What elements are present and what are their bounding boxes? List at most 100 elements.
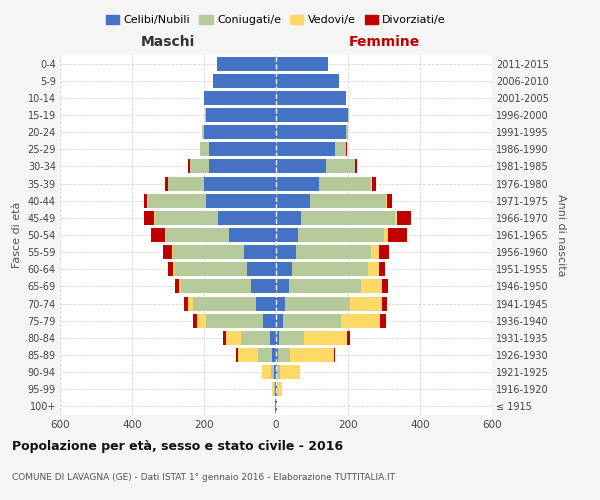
Bar: [173, 262, 175, 276]
Bar: [278, 382, 282, 396]
Bar: [276, 125, 346, 139]
Bar: [274, 382, 275, 396]
Bar: [205, 108, 206, 122]
Bar: [292, 262, 368, 276]
Bar: [165, 176, 167, 190]
Bar: [341, 314, 380, 328]
Bar: [395, 211, 397, 225]
Bar: [350, 296, 382, 310]
Bar: [304, 331, 347, 345]
Bar: [296, 245, 371, 259]
Bar: [372, 176, 376, 190]
Bar: [226, 331, 241, 345]
Bar: [319, 176, 371, 190]
Bar: [209, 160, 276, 173]
Bar: [355, 160, 357, 173]
Bar: [275, 400, 276, 413]
Bar: [276, 245, 296, 259]
Bar: [300, 365, 301, 379]
Bar: [188, 160, 190, 173]
Text: COMUNE DI LAVAGNA (GE) - Dati ISTAT 1° gennaio 2016 - Elaborazione TUTTITALIA.IT: COMUNE DI LAVAGNA (GE) - Dati ISTAT 1° g…: [12, 473, 395, 482]
Bar: [168, 262, 173, 276]
Bar: [238, 348, 258, 362]
Bar: [204, 176, 276, 190]
Bar: [290, 348, 334, 362]
Bar: [272, 348, 276, 362]
Bar: [276, 142, 335, 156]
Bar: [298, 228, 384, 242]
Bar: [379, 245, 389, 259]
Bar: [184, 296, 188, 310]
Bar: [193, 296, 256, 310]
Bar: [163, 245, 172, 259]
Bar: [276, 400, 277, 413]
Bar: [387, 194, 392, 207]
Bar: [382, 280, 388, 293]
Bar: [175, 262, 247, 276]
Bar: [397, 211, 411, 225]
Bar: [283, 314, 341, 328]
Bar: [276, 331, 279, 345]
Bar: [334, 348, 335, 362]
Bar: [247, 262, 276, 276]
Bar: [148, 194, 206, 207]
Bar: [204, 91, 276, 105]
Bar: [386, 194, 387, 207]
Bar: [277, 382, 278, 396]
Bar: [143, 211, 154, 225]
Bar: [202, 125, 204, 139]
Bar: [276, 348, 278, 362]
Y-axis label: Fasce di età: Fasce di età: [12, 202, 22, 268]
Bar: [276, 280, 289, 293]
Bar: [277, 365, 280, 379]
Bar: [384, 228, 388, 242]
Bar: [256, 296, 276, 310]
Y-axis label: Anni di nascita: Anni di nascita: [556, 194, 566, 276]
Bar: [181, 280, 251, 293]
Bar: [379, 262, 385, 276]
Bar: [276, 262, 292, 276]
Bar: [223, 331, 226, 345]
Bar: [380, 314, 386, 328]
Bar: [168, 176, 204, 190]
Bar: [279, 331, 304, 345]
Bar: [166, 228, 229, 242]
Bar: [179, 280, 181, 293]
Bar: [269, 331, 276, 345]
Bar: [371, 176, 372, 190]
Bar: [276, 314, 283, 328]
Bar: [190, 160, 209, 173]
Bar: [209, 142, 276, 156]
Bar: [271, 365, 274, 379]
Bar: [204, 125, 276, 139]
Bar: [278, 348, 290, 362]
Text: Femmine: Femmine: [349, 35, 419, 49]
Bar: [346, 125, 348, 139]
Bar: [276, 74, 339, 88]
Legend: Celibi/Nubili, Coniugati/e, Vedovi/e, Divorziati/e: Celibi/Nubili, Coniugati/e, Vedovi/e, Di…: [101, 10, 451, 30]
Bar: [368, 262, 379, 276]
Bar: [206, 194, 276, 207]
Bar: [289, 280, 361, 293]
Bar: [217, 56, 276, 70]
Text: Popolazione per età, sesso e stato civile - 2016: Popolazione per età, sesso e stato civil…: [12, 440, 343, 453]
Bar: [382, 296, 386, 310]
Bar: [371, 245, 379, 259]
Bar: [206, 108, 276, 122]
Bar: [236, 348, 238, 362]
Bar: [197, 314, 206, 328]
Bar: [218, 211, 276, 225]
Bar: [276, 176, 319, 190]
Bar: [276, 108, 348, 122]
Bar: [262, 365, 271, 379]
Bar: [361, 280, 382, 293]
Bar: [275, 382, 276, 396]
Bar: [154, 211, 155, 225]
Bar: [276, 296, 285, 310]
Bar: [213, 74, 276, 88]
Bar: [276, 160, 326, 173]
Bar: [175, 280, 179, 293]
Bar: [244, 245, 276, 259]
Bar: [276, 228, 298, 242]
Bar: [241, 331, 269, 345]
